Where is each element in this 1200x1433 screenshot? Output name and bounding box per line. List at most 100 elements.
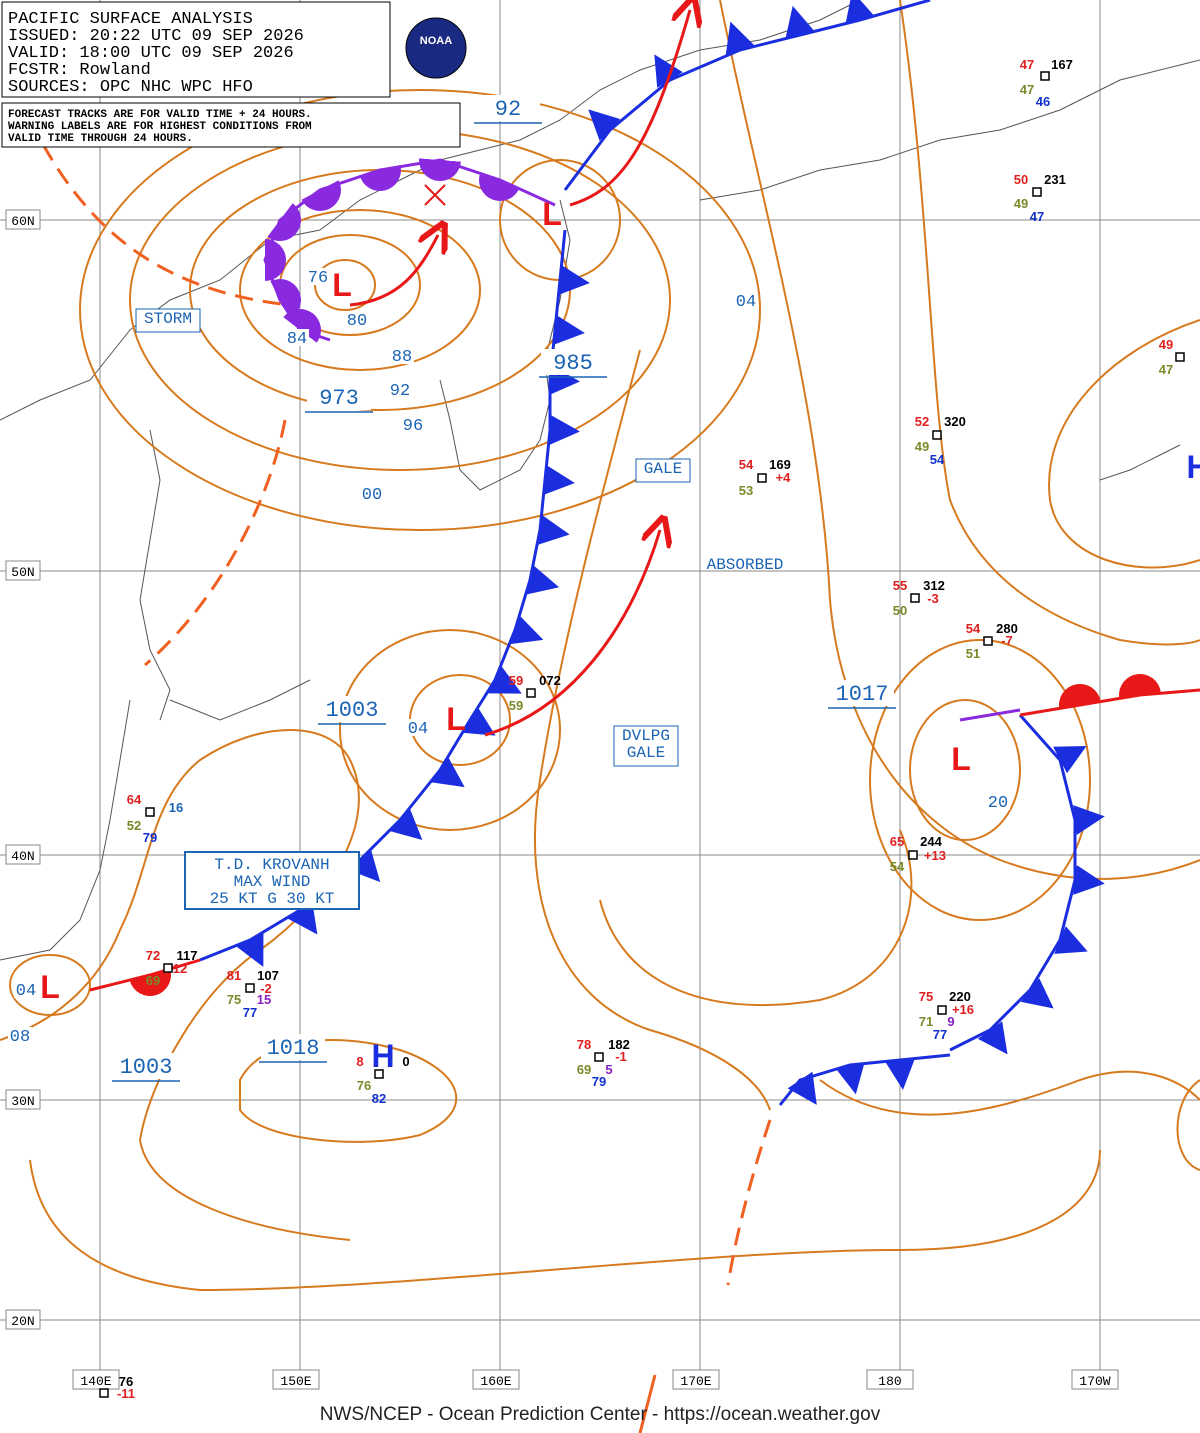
warm-front [89, 958, 201, 996]
station-value: 54 [890, 859, 905, 874]
station-marker [1175, 352, 1185, 362]
track [484, 530, 660, 737]
logo [405, 17, 467, 79]
lon-label: 140E [80, 1374, 111, 1389]
forecast-position [424, 184, 446, 206]
header-line: FCSTR: Rowland [8, 61, 151, 80]
station-value: 47 [1020, 82, 1034, 97]
header-line: VALID: 18:00 UTC 09 SEP 2026 [8, 44, 294, 63]
station-value: 54 [930, 452, 945, 467]
isobar-label: 92 [390, 382, 410, 401]
lon-label-box [72, 1369, 120, 1390]
station-value: +4 [776, 470, 792, 485]
station-value: 52 [915, 414, 929, 429]
isobar-label: 92 [495, 97, 521, 122]
station-marker [757, 473, 767, 483]
station-value: 52 [127, 818, 141, 833]
warning-box [635, 458, 691, 483]
isobar-label-bg [307, 384, 371, 410]
station-value: 51 [966, 646, 980, 661]
isobar-label: 96 [403, 417, 423, 436]
isobar-label-bg [541, 349, 605, 375]
isobar-label-bg [320, 696, 384, 722]
station-value: 117 [177, 948, 198, 963]
lat-label-box [5, 1089, 41, 1110]
isobar-label: 76 [308, 269, 328, 288]
lon-label-box [672, 1369, 720, 1390]
isobar-label: 973 [319, 386, 359, 411]
station-value: 71 [919, 1014, 933, 1029]
station-value: 182 [608, 1037, 630, 1052]
station-marker [983, 636, 993, 646]
station-value: 16 [169, 800, 183, 815]
isobar-label: 04 [16, 982, 36, 1001]
lat-label: 60N [11, 214, 34, 229]
isobar-label-bg [261, 1034, 325, 1060]
isobar [819, 1070, 1200, 1116]
lat-label: 50N [11, 565, 34, 580]
isobar-label: 1017 [836, 682, 889, 707]
lon-label: 180 [878, 1374, 901, 1389]
station-marker [1040, 71, 1050, 81]
station-value: -1 [615, 1049, 627, 1064]
station-value: 47 [1020, 57, 1034, 72]
station-marker [145, 807, 155, 817]
station-value: 79 [592, 1074, 606, 1089]
station-value: 9 [947, 1014, 954, 1029]
station-marker [163, 963, 173, 973]
station-marker [937, 1005, 947, 1015]
station-value: 167 [1051, 57, 1073, 72]
header-line: PACIFIC SURFACE ANALYSIS [8, 10, 253, 29]
station-value: 15 [257, 992, 271, 1007]
station-value: +16 [952, 1002, 974, 1017]
station-value: 54 [966, 621, 981, 636]
station-value: 107 [257, 968, 279, 983]
isobar [29, 1149, 1101, 1292]
warning-label: STORM [144, 310, 192, 328]
station-marker [1032, 187, 1042, 197]
note-line: FORECAST TRACKS ARE FOR VALID TIME + 24 … [8, 109, 312, 121]
lon-label: 170E [680, 1374, 711, 1389]
coastline [139, 429, 171, 721]
station-value: 69 [577, 1062, 591, 1077]
isobar-label: 985 [553, 351, 593, 376]
station-value: 50 [1014, 172, 1028, 187]
track [569, 10, 690, 207]
isobar-label-bg [14, 981, 38, 998]
station-marker [594, 1052, 604, 1062]
station-value: -7 [1001, 633, 1013, 648]
station-value: 79 [143, 830, 157, 845]
station-value: -3 [927, 591, 939, 606]
cold-front [949, 714, 1105, 1055]
coastline [0, 699, 131, 961]
header-line: SOURCES: OPC NHC WPC HFO [8, 78, 253, 97]
station-value: 47 [1030, 209, 1044, 224]
lon-label-box [472, 1369, 520, 1390]
warning-label: GALE [644, 460, 682, 478]
trough [638, 1374, 657, 1433]
coastline [1099, 444, 1181, 481]
isobar-label: 20 [988, 794, 1008, 813]
tropical-label: T.D. KROVANH [214, 856, 329, 874]
isobar-label: 04 [736, 293, 756, 312]
isobar-label-bg [406, 719, 430, 736]
station-marker [245, 983, 255, 993]
footer: NWS/NCEP - Ocean Prediction Center - htt… [320, 1404, 881, 1425]
trough [726, 1119, 772, 1286]
isobar-label-bg [360, 485, 384, 502]
station-value: 76 [357, 1078, 371, 1093]
isobar-label-bg [306, 268, 330, 285]
isobar [1048, 319, 1200, 569]
occluded-front [959, 708, 1021, 722]
warning-label: ABSORBED [707, 556, 784, 574]
station-marker [374, 1069, 384, 1079]
station-value: 169 [769, 457, 791, 472]
station-value: 220 [949, 989, 971, 1004]
isobar-label: 08 [10, 1028, 30, 1047]
low-center: L [542, 196, 562, 232]
isobar-label: 1003 [120, 1055, 173, 1080]
lat-label-box [5, 1309, 41, 1330]
cold-front [563, 0, 931, 191]
header-box [1, 1, 391, 98]
